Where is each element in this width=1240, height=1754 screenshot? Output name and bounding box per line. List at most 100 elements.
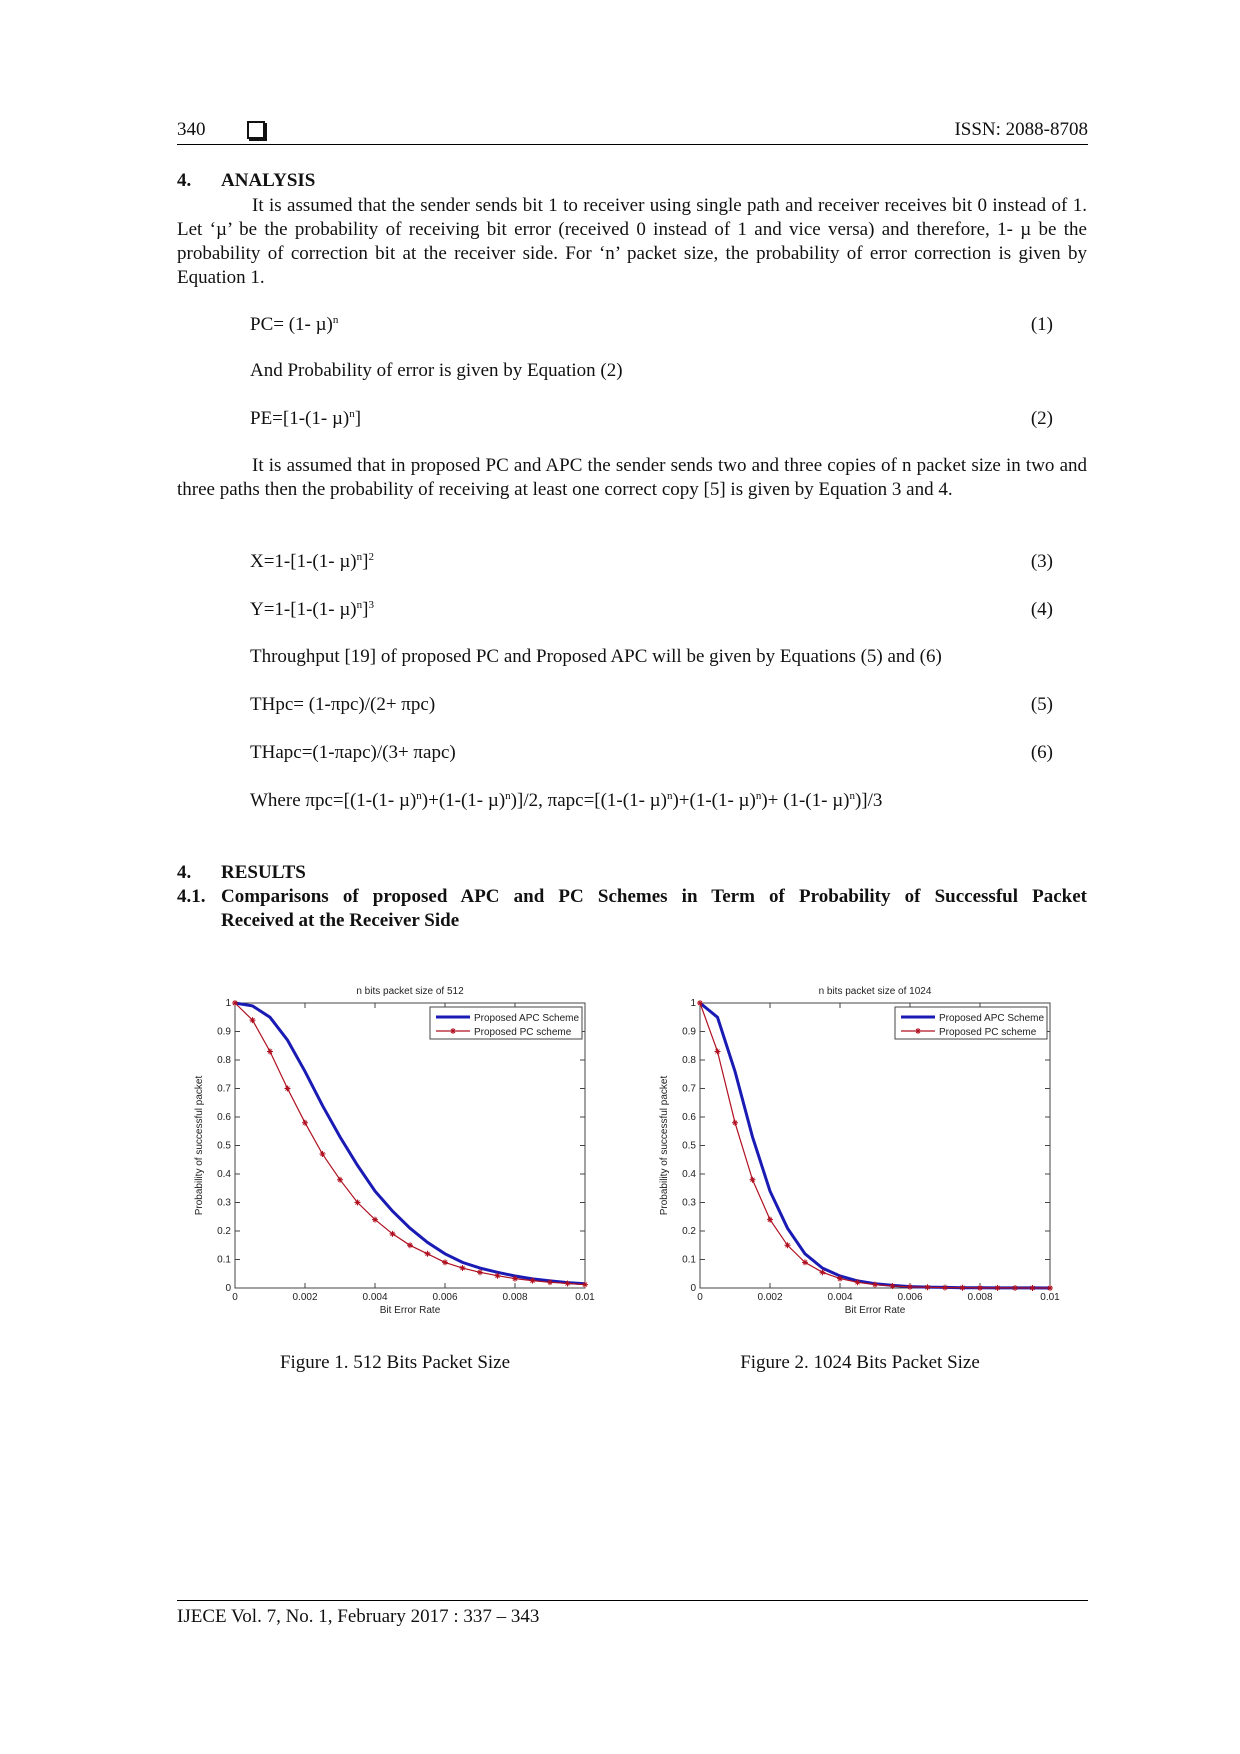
legend-marker: [450, 1028, 456, 1034]
y-tick-label: 0.3: [217, 1198, 231, 1209]
series-point: [459, 1265, 466, 1272]
series-point: [442, 1259, 448, 1266]
x-tick-label: 0.002: [757, 1292, 782, 1303]
equation-2: PE=[1-(1- µ)n]: [250, 408, 362, 429]
series-point: [337, 1176, 343, 1183]
series-point: [1012, 1284, 1018, 1291]
legend-box: [429, 1006, 583, 1040]
series-line-0: [234, 1001, 586, 1286]
x-axis-label: Bit Error Rate: [845, 1305, 906, 1316]
equation-4: Y=1-[1-(1- µ)n]3: [250, 599, 374, 620]
x-tick-label: 0.01: [1040, 1292, 1060, 1303]
section-number-analysis: 4.: [177, 170, 192, 191]
legend-label: Proposed APC Scheme: [939, 1013, 1044, 1024]
x-axis-label: Bit Error Rate: [380, 1305, 441, 1316]
series-point: [854, 1279, 861, 1286]
equation-5-number: (5): [1030, 694, 1053, 715]
y-tick-label: 0.8: [217, 1055, 231, 1066]
legend-label: Proposed PC scheme: [939, 1027, 1037, 1038]
equation-4-number: (4): [1030, 599, 1053, 620]
x-tick-label: 0.004: [362, 1292, 387, 1303]
y-tick-label: 0.9: [682, 1027, 696, 1038]
series-point: [547, 1279, 553, 1286]
series-point: [424, 1250, 431, 1257]
figure-2-chart: n bits packet size of 1024 0 0.002 0.004 0.0…: [659, 986, 1060, 1316]
chart-title: n bits packet size of 512: [356, 986, 464, 997]
throughput-intro: Throughput [19] of proposed PC and Propo…: [250, 646, 942, 667]
equation-6-number: (6): [1030, 742, 1053, 763]
x-tick-label: 0.008: [967, 1292, 992, 1303]
y-tick-label: 1: [225, 998, 231, 1009]
series-point: [732, 1119, 738, 1126]
series-point: [942, 1284, 948, 1291]
x-tick-label: 0.01: [575, 1292, 595, 1303]
series-point: [767, 1216, 773, 1223]
series-point: [354, 1199, 361, 1206]
equation-5: THpc= (1-πpc)/(2+ πpc): [250, 694, 436, 715]
series-point: [529, 1277, 536, 1284]
equation-2-intro: And Probability of error is given by Equ…: [250, 360, 623, 381]
series-point: [267, 1048, 273, 1055]
y-tick-label: 0.5: [682, 1141, 696, 1152]
series-point: [372, 1216, 378, 1223]
equation-1-number: (1): [1030, 314, 1053, 335]
plot-area: [699, 1002, 1051, 1289]
x-tick-label: 0: [697, 1292, 703, 1303]
y-tick-label: 0.5: [217, 1141, 231, 1152]
series-point: [714, 1048, 721, 1055]
section-title-results: RESULTS: [221, 862, 306, 883]
x-tick-label: 0: [232, 1292, 238, 1303]
y-tick-label: 0: [690, 1283, 696, 1294]
page-number: 340: [177, 119, 206, 140]
footer-rule: [177, 1600, 1088, 1601]
y-axis-label: Probability of successful packet: [194, 1076, 205, 1216]
series-point: [977, 1284, 983, 1291]
y-tick-label: 0.1: [217, 1255, 231, 1266]
series-point: [407, 1242, 413, 1249]
series-point: [819, 1269, 826, 1276]
series-point: [959, 1284, 966, 1291]
header-rule: [177, 144, 1088, 145]
series-point: [249, 1017, 256, 1024]
checkbox-square-icon: [247, 121, 265, 139]
series-point: [389, 1230, 396, 1237]
equation-3: X=1-[1-(1- µ)n]2: [250, 551, 374, 572]
series-point: [564, 1280, 571, 1287]
series-point: [907, 1283, 913, 1290]
x-tick-label: 0.004: [827, 1292, 852, 1303]
series-point: [284, 1085, 291, 1092]
y-tick-label: 0.6: [682, 1112, 696, 1123]
equation-2-number: (2): [1030, 408, 1053, 429]
equation-6: THapc=(1-πapc)/(3+ πapc): [250, 742, 456, 763]
y-tick-label: 0.2: [682, 1226, 696, 1237]
series-point: [494, 1272, 501, 1279]
analysis-paragraph-1: It is assumed that the sender sends bit …: [177, 195, 1087, 288]
y-tick-label: 0.4: [682, 1169, 696, 1180]
series-point: [477, 1269, 483, 1276]
series-point: [994, 1284, 1001, 1291]
y-tick-label: 0: [225, 1283, 231, 1294]
series-point: [512, 1275, 518, 1282]
series-point: [1047, 1284, 1053, 1291]
where-definitions: Where πpc=[(1-(1- µ)n)+(1-(1- µ)n)]/2, π…: [250, 790, 883, 811]
series-point: [319, 1151, 326, 1158]
analysis-paragraph-2: It is assumed that in proposed PC and AP…: [177, 455, 1087, 500]
legend-label: Proposed APC Scheme: [474, 1013, 579, 1024]
y-tick-label: 0.7: [217, 1084, 231, 1095]
series-point: [872, 1281, 878, 1288]
figure-2-caption: Figure 2. 1024 Bits Packet Size: [740, 1352, 980, 1373]
series-point: [582, 1281, 588, 1288]
equation-3-number: (3): [1030, 551, 1053, 572]
series-point: [889, 1283, 896, 1290]
x-tick-label: 0.006: [897, 1292, 922, 1303]
y-tick-label: 0.8: [682, 1055, 696, 1066]
legend-label: Proposed PC scheme: [474, 1027, 572, 1038]
subsection-title-line-1: Comparisons of proposed APC and PC Schem…: [221, 886, 1087, 907]
chart-title: n bits packet size of 1024: [819, 986, 932, 997]
y-tick-label: 0.9: [217, 1027, 231, 1038]
y-tick-label: 0.7: [682, 1084, 696, 1095]
series-point: [232, 1000, 238, 1006]
x-tick-label: 0.008: [502, 1292, 527, 1303]
legend-box: [894, 1006, 1048, 1040]
series-point: [697, 1000, 703, 1006]
